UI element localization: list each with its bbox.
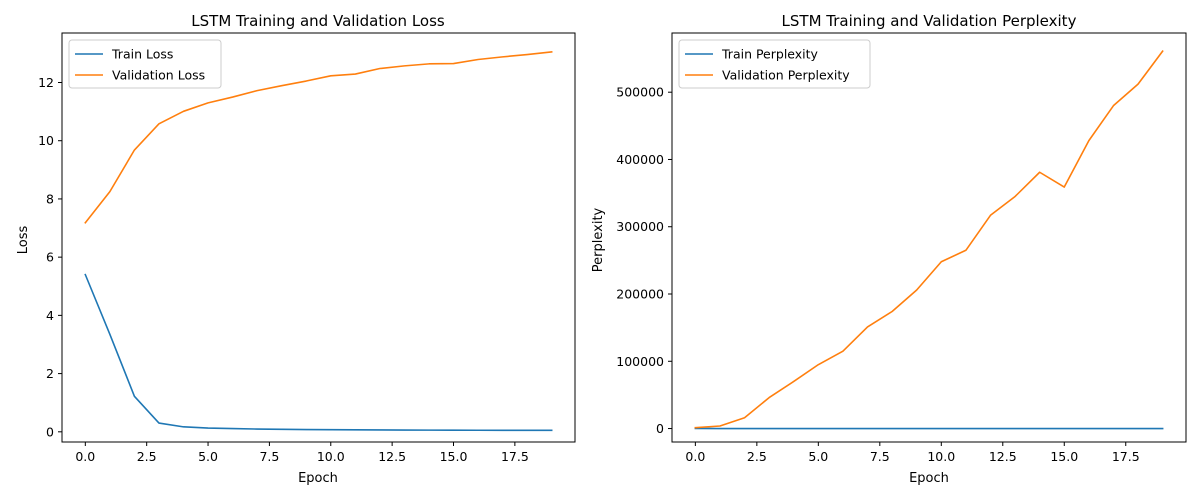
- perplexity-y-tick-label: 300000: [616, 219, 664, 234]
- perplexity-y-tick-label: 100000: [616, 354, 664, 369]
- loss-series-line-validation: [84, 51, 553, 224]
- perplexity-chart-title: LSTM Training and Validation Perplexity: [782, 12, 1077, 30]
- perplexity-legend-label-validation: Validation Perplexity: [722, 68, 850, 83]
- perplexity-x-tick-label: 15.0: [1050, 449, 1078, 464]
- perplexity-legend-label-train: Train Perplexity: [721, 47, 819, 62]
- loss-plot-area: 0.0 2.5 5.0 7.5 10.0 12.5 15.0 17.5 0 2 4 6 8 10 12: [38, 51, 553, 464]
- perplexity-y-tick-label: 0: [656, 421, 664, 436]
- perplexity-x-tick-label: 12.5: [989, 449, 1017, 464]
- perplexity-x-tick-label: 17.5: [1112, 449, 1140, 464]
- loss-axes-frame: [61, 32, 576, 443]
- perplexity-x-tick-label: 7.5: [870, 449, 890, 464]
- loss-x-tick-label: 10.0: [317, 449, 345, 464]
- perplexity-y-tick-label: 200000: [616, 287, 664, 302]
- loss-x-tick-label: 0.0: [75, 449, 95, 464]
- loss-x-tick-label: 2.5: [137, 449, 157, 464]
- loss-x-axis-label: Epoch: [298, 471, 338, 486]
- perplexity-chart: LSTM Training and Validation Perplexity …: [591, 12, 1187, 486]
- loss-y-tick-label: 2: [46, 366, 54, 381]
- loss-x-tick-label: 15.0: [440, 449, 468, 464]
- perplexity-series-line-validation: [694, 50, 1164, 429]
- perplexity-legend-box: [678, 39, 871, 89]
- loss-y-axis-label: Loss: [16, 226, 31, 255]
- loss-series-line-train: [84, 273, 553, 432]
- loss-x-tick-label: 7.5: [259, 449, 279, 464]
- loss-y-tick-label: 8: [46, 191, 54, 206]
- loss-y-tick-label: 0: [46, 424, 54, 439]
- perplexity-y-tick-label: 500000: [616, 85, 664, 100]
- loss-legend-box: [68, 39, 222, 89]
- perplexity-y-tick-label: 400000: [616, 152, 664, 167]
- loss-y-tick-label: 12: [38, 75, 54, 90]
- perplexity-y-axis-label: Perplexity: [591, 207, 606, 272]
- loss-legend-label-train: Train Loss: [111, 47, 173, 62]
- perplexity-legend: Train Perplexity Validation Perplexity: [678, 39, 871, 89]
- loss-y-tick-label: 10: [38, 133, 54, 148]
- perplexity-plot-area: 0.0 2.5 5.0 7.5 10.0 12.5 15.0 17.5 0 100000 20000…: [616, 50, 1164, 464]
- perplexity-x-axis-label: Epoch: [909, 471, 949, 486]
- loss-y-tick-label: 6: [46, 250, 54, 265]
- loss-x-tick-label: 5.0: [198, 449, 218, 464]
- loss-legend: Train Loss Validation Loss: [68, 39, 222, 89]
- perplexity-x-tick-label: 0.0: [685, 449, 705, 464]
- perplexity-axes-frame: [671, 32, 1187, 443]
- perplexity-x-tick-label: 10.0: [927, 449, 955, 464]
- perplexity-x-tick-label: 2.5: [747, 449, 767, 464]
- loss-y-tick-label: 4: [46, 308, 54, 323]
- loss-legend-label-validation: Validation Loss: [112, 68, 205, 83]
- loss-x-tick-label: 17.5: [501, 449, 529, 464]
- perplexity-x-tick-label: 5.0: [808, 449, 828, 464]
- loss-x-tick-label: 12.5: [378, 449, 406, 464]
- loss-chart-title: LSTM Training and Validation Loss: [191, 12, 445, 30]
- loss-chart: LSTM Training and Validation Loss Epoch …: [16, 12, 576, 486]
